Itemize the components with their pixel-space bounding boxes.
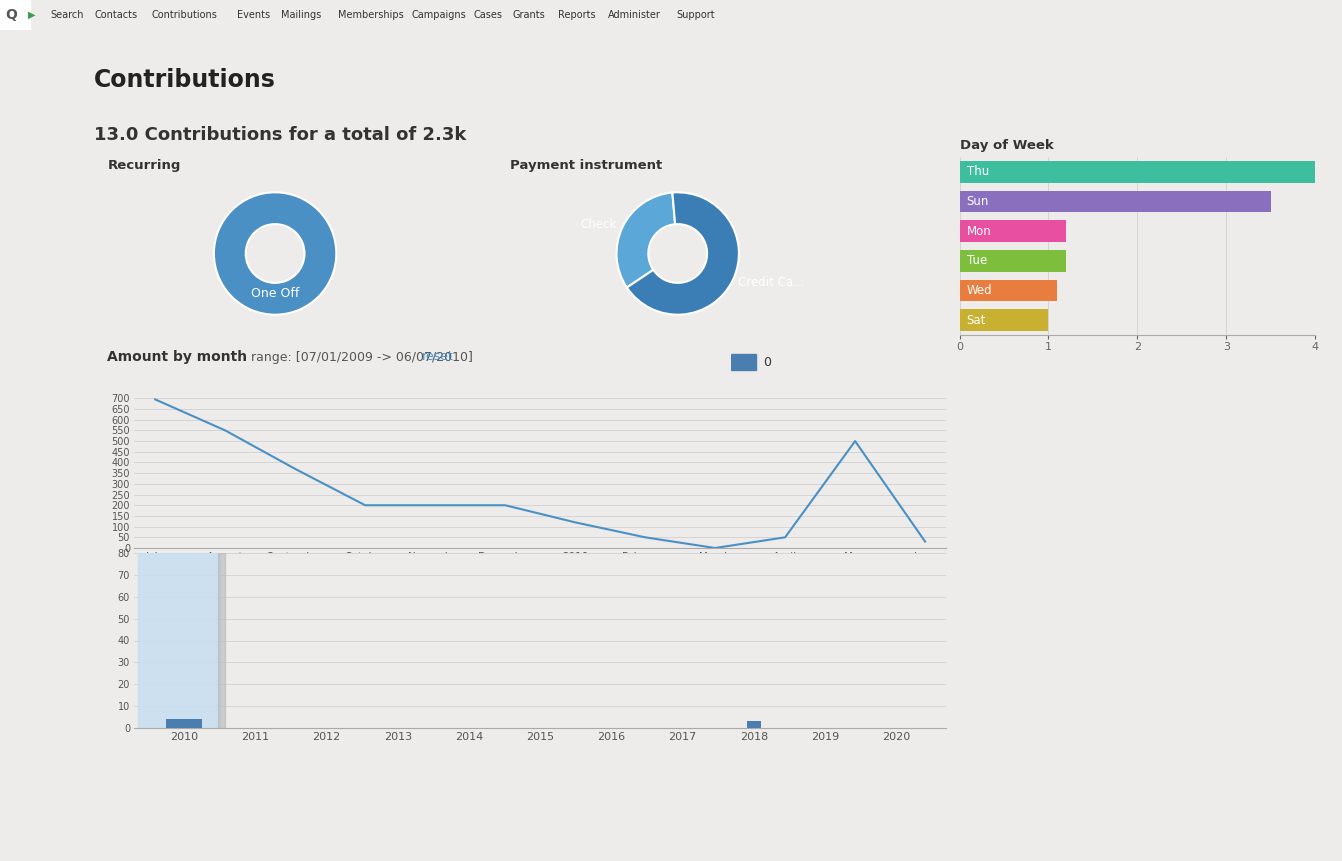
Bar bbox=[960, 220, 1066, 242]
Text: Campaigns: Campaigns bbox=[412, 10, 467, 20]
Text: Q: Q bbox=[5, 8, 17, 22]
Text: reset: reset bbox=[421, 350, 454, 363]
Text: One Off: One Off bbox=[251, 287, 299, 300]
Text: Wed: Wed bbox=[966, 284, 992, 297]
Text: ▶: ▶ bbox=[28, 10, 35, 20]
Text: range: [07/01/2009 -> 06/07/2010]: range: [07/01/2009 -> 06/07/2010] bbox=[251, 350, 474, 363]
Text: Mon: Mon bbox=[966, 225, 992, 238]
Text: Tue: Tue bbox=[966, 254, 986, 267]
Bar bbox=[746, 722, 761, 728]
Wedge shape bbox=[616, 193, 675, 288]
Text: Check: Check bbox=[581, 218, 617, 231]
Wedge shape bbox=[627, 192, 739, 315]
Text: Events: Events bbox=[236, 10, 270, 20]
Bar bbox=[138, 553, 220, 728]
Text: Thu: Thu bbox=[966, 165, 989, 178]
Bar bbox=[960, 309, 1048, 331]
Bar bbox=[960, 251, 1066, 271]
Bar bbox=[960, 280, 1057, 301]
Wedge shape bbox=[213, 192, 337, 315]
Text: Administer: Administer bbox=[608, 10, 662, 20]
Bar bbox=[0, 0, 30, 30]
Text: Memberships: Memberships bbox=[338, 10, 404, 20]
Text: Contributions: Contributions bbox=[152, 10, 217, 20]
Text: 13.0 Contributions for a total of 2.3k: 13.0 Contributions for a total of 2.3k bbox=[94, 126, 466, 144]
Bar bbox=[960, 191, 1271, 212]
Text: Amount by month: Amount by month bbox=[107, 350, 247, 364]
Text: Day of Week: Day of Week bbox=[960, 139, 1053, 152]
Text: Sun: Sun bbox=[966, 195, 989, 208]
Text: Credit Ca...: Credit Ca... bbox=[738, 276, 805, 289]
Text: 0: 0 bbox=[764, 356, 772, 369]
Text: Search: Search bbox=[50, 10, 83, 20]
Text: Contacts: Contacts bbox=[95, 10, 138, 20]
Bar bbox=[960, 161, 1315, 183]
Text: Reports: Reports bbox=[557, 10, 596, 20]
Bar bbox=[166, 719, 201, 728]
Bar bbox=[219, 553, 225, 728]
Text: Recurring: Recurring bbox=[107, 158, 181, 171]
Text: Mailings: Mailings bbox=[282, 10, 322, 20]
Text: Cases: Cases bbox=[474, 10, 503, 20]
Text: Sat: Sat bbox=[966, 313, 986, 326]
Text: Support: Support bbox=[676, 10, 715, 20]
Text: Grants: Grants bbox=[513, 10, 546, 20]
Text: Contributions: Contributions bbox=[94, 68, 276, 92]
Bar bbox=[731, 354, 756, 369]
Text: Payment instrument: Payment instrument bbox=[510, 158, 662, 171]
